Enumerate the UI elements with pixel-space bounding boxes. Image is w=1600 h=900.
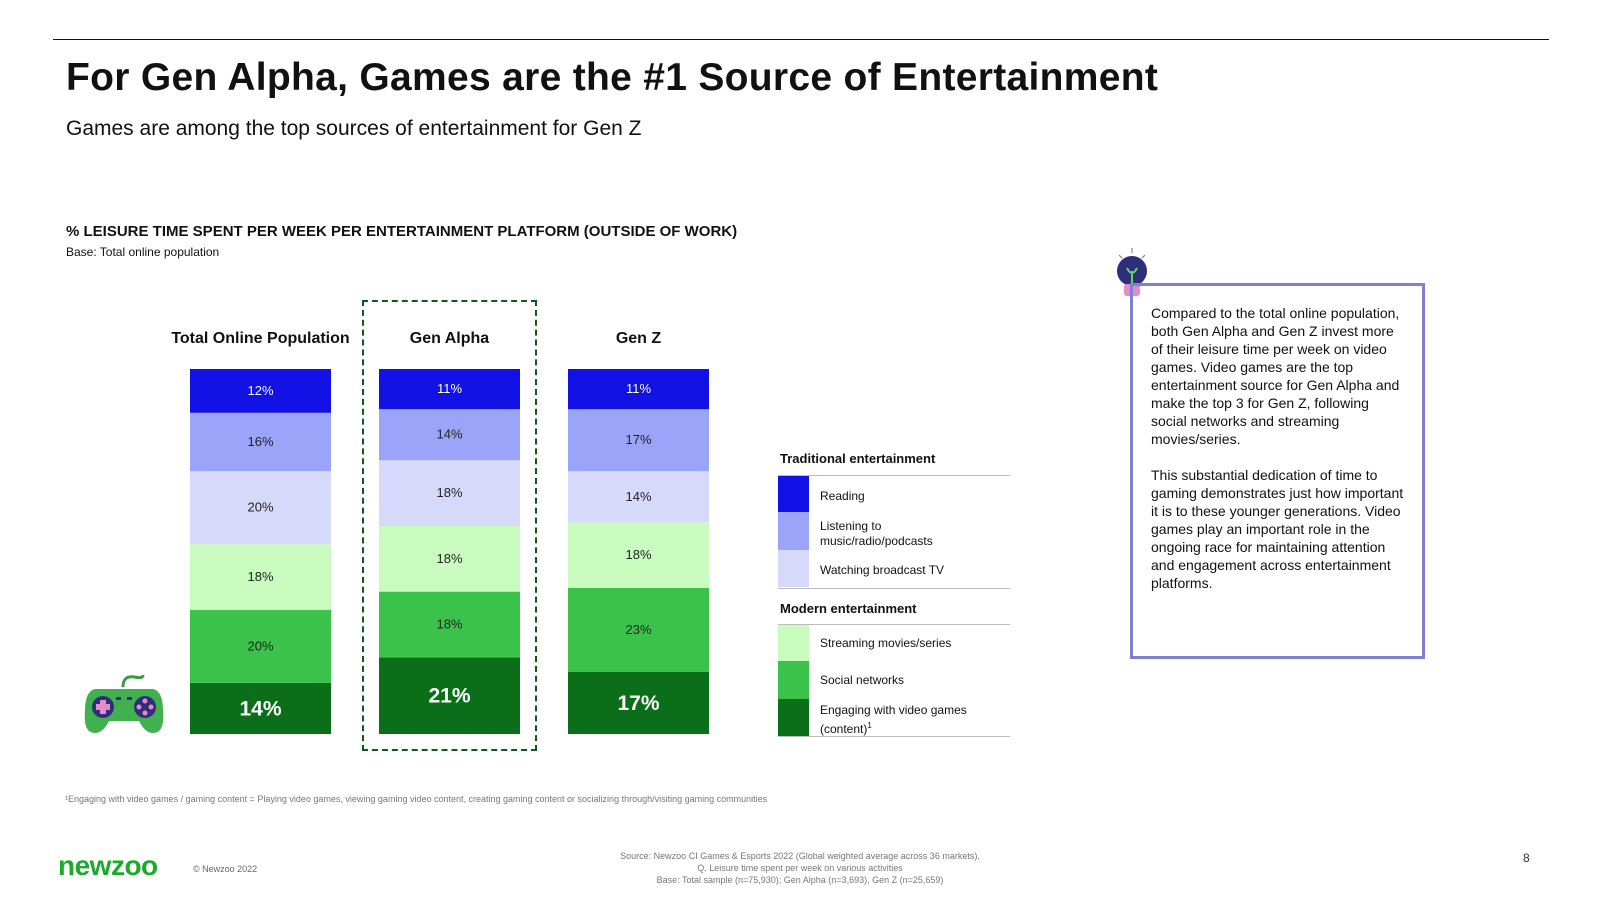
source-line-1: Source: Newzoo CI Games & Esports 2022 (… bbox=[620, 851, 980, 861]
data-label: 14% bbox=[625, 489, 651, 504]
column-header: Total Online Population bbox=[171, 330, 350, 347]
copyright: © Newzoo 2022 bbox=[193, 864, 258, 874]
legend-divider bbox=[778, 736, 1010, 737]
data-label: 14% bbox=[436, 427, 462, 442]
data-label: 18% bbox=[436, 485, 462, 500]
legend-label-streaming: Streaming movies/series bbox=[820, 636, 952, 650]
data-label: 11% bbox=[437, 381, 462, 396]
source-line-3: Base: Total sample (n=75,930); Gen Alpha… bbox=[656, 875, 944, 885]
bar-segment bbox=[568, 471, 709, 523]
legend-label-social: Social networks bbox=[820, 673, 905, 687]
callout-paragraph-1: Compared to the total online population,… bbox=[1151, 305, 1400, 447]
legend-swatch-listening bbox=[778, 512, 809, 550]
legend-label-video-games: Engaging with video games (content)1 bbox=[820, 703, 1005, 737]
insight-callout: Compared to the total online population,… bbox=[1130, 283, 1425, 659]
bar-segment bbox=[379, 369, 520, 410]
legend-label-reading: Reading bbox=[820, 489, 865, 503]
data-label: 12% bbox=[247, 383, 273, 398]
bar-segment bbox=[190, 544, 331, 610]
gen-alpha-highlight-box bbox=[362, 300, 537, 751]
page-number: 8 bbox=[1523, 851, 1530, 865]
legend-group-modern: Modern entertainment bbox=[780, 601, 917, 616]
data-label: 20% bbox=[247, 638, 273, 653]
footnote-marker: 1 bbox=[867, 721, 872, 730]
data-label: 18% bbox=[625, 547, 651, 562]
bar-segment bbox=[379, 460, 520, 526]
legend-divider bbox=[778, 624, 1010, 625]
legend-label-listening: Listening to music/radio/podcasts bbox=[820, 519, 933, 548]
bar-segment bbox=[379, 409, 520, 461]
bar-segment bbox=[190, 609, 331, 683]
bar-segment bbox=[190, 369, 331, 413]
data-label: 23% bbox=[625, 622, 651, 637]
bar-segment bbox=[190, 471, 331, 545]
data-label: 17% bbox=[625, 432, 651, 447]
data-label: 20% bbox=[247, 500, 273, 515]
game-controller-icon bbox=[83, 671, 165, 742]
bar-segment bbox=[568, 369, 709, 410]
column-header: Gen Z bbox=[615, 330, 662, 347]
legend-swatch-video-games bbox=[778, 699, 809, 736]
newzoo-logo: newzoo bbox=[58, 850, 158, 881]
data-label: 18% bbox=[436, 551, 462, 566]
bar-segment bbox=[568, 409, 709, 472]
page-title: For Gen Alpha, Games are the #1 Source o… bbox=[66, 56, 1159, 99]
callout-paragraph-2: This substantial dedication of time to g… bbox=[1151, 467, 1404, 591]
legend-divider bbox=[778, 475, 1010, 476]
bar-segment bbox=[379, 525, 520, 592]
bar-segment bbox=[568, 588, 709, 672]
data-label: 14% bbox=[239, 697, 281, 720]
data-label: 18% bbox=[436, 617, 462, 632]
bar-segment bbox=[190, 412, 331, 472]
bar-segment bbox=[190, 682, 331, 734]
legend-divider bbox=[778, 588, 1010, 589]
legend-swatch-streaming bbox=[778, 625, 809, 661]
top-divider bbox=[53, 39, 1549, 40]
bar-segment bbox=[568, 671, 709, 734]
legend-swatch-broadcast-tv bbox=[778, 550, 809, 587]
footnote: ¹Engaging with video games / gaming cont… bbox=[65, 794, 768, 804]
legend-swatch-social bbox=[778, 661, 809, 699]
chart-title: % LEISURE TIME SPENT PER WEEK PER ENTERT… bbox=[66, 223, 738, 240]
legend-label-broadcast-tv: Watching broadcast TV bbox=[820, 563, 945, 577]
legend-group-traditional: Traditional entertainment bbox=[780, 451, 936, 466]
data-label: 18% bbox=[247, 569, 273, 584]
data-label: 21% bbox=[428, 685, 470, 708]
bar-segment bbox=[379, 591, 520, 658]
lightbulb-icon bbox=[1112, 245, 1152, 312]
bar-segment bbox=[568, 522, 709, 588]
data-label: 11% bbox=[626, 381, 651, 396]
page-subtitle: Games are among the top sources of enter… bbox=[66, 117, 642, 140]
chart-subtitle: Base: Total online population bbox=[66, 245, 220, 259]
data-label: 16% bbox=[247, 434, 273, 449]
legend-swatch-reading bbox=[778, 476, 809, 512]
column-header: Gen Alpha bbox=[409, 330, 490, 347]
source-note: Source: Newzoo CI Games & Esports 2022 (… bbox=[540, 850, 1060, 886]
legend-label-video-games-text: Engaging with video games (content) bbox=[820, 703, 967, 736]
bar-segment bbox=[379, 657, 520, 734]
source-line-2: Q. Leisure time spent per week on variou… bbox=[697, 863, 903, 873]
data-label: 17% bbox=[617, 692, 659, 715]
